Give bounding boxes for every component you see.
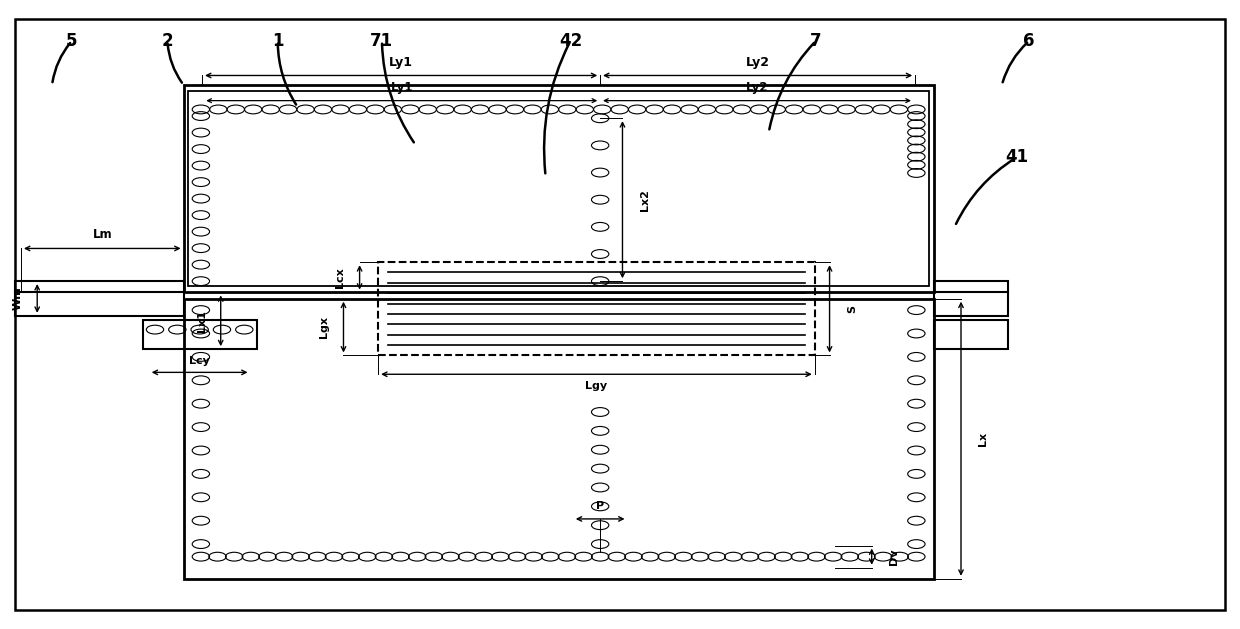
Text: Lgy: Lgy	[585, 381, 608, 391]
Text: Lcy: Lcy	[190, 356, 210, 366]
Bar	[143, 320, 257, 349]
Text: Wm: Wm	[12, 287, 22, 310]
Text: Ly2: Ly2	[745, 56, 770, 69]
Text: Lx2: Lx2	[640, 189, 650, 211]
Text: 2: 2	[161, 32, 174, 50]
Text: S: S	[847, 305, 857, 313]
Text: Lx1: Lx1	[197, 310, 207, 331]
Text: 6: 6	[1023, 32, 1035, 50]
Bar	[934, 281, 1008, 316]
Bar	[934, 320, 1008, 349]
Bar	[184, 299, 934, 579]
Text: 41: 41	[1006, 148, 1028, 166]
Text: 1: 1	[272, 32, 284, 50]
Bar	[15, 281, 184, 316]
Text: P: P	[596, 501, 604, 511]
Text: Ly2: Ly2	[745, 81, 769, 94]
Text: 5: 5	[66, 32, 78, 50]
Text: Ly1: Ly1	[391, 81, 413, 94]
Bar	[184, 85, 934, 292]
Text: 7: 7	[810, 32, 822, 50]
Text: Dv: Dv	[889, 548, 899, 565]
Text: Lm: Lm	[93, 228, 112, 241]
Bar	[378, 262, 815, 355]
Text: Lgx: Lgx	[319, 316, 329, 338]
Text: Lx: Lx	[978, 431, 988, 446]
Text: 42: 42	[559, 32, 582, 50]
Text: Ly1: Ly1	[389, 56, 413, 69]
Text: 71: 71	[371, 32, 393, 50]
Text: Lcx: Lcx	[335, 267, 345, 287]
Bar	[188, 91, 929, 286]
